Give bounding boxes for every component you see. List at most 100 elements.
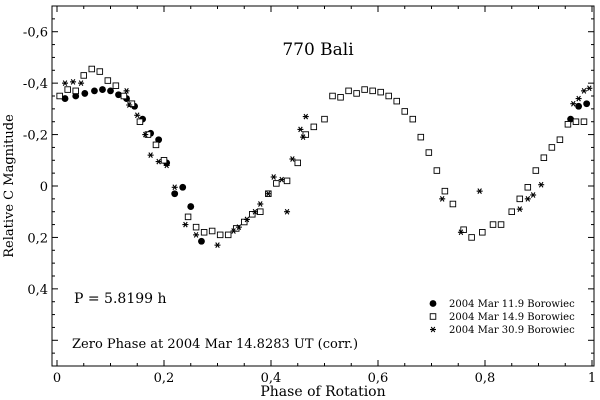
data-point — [297, 126, 304, 133]
data-point — [524, 184, 532, 191]
data-point — [580, 87, 587, 94]
legend: 2004 Mar 11.9 Borowiec 2004 Mar 14.9 Boro… — [429, 299, 575, 336]
data-point — [126, 102, 133, 108]
data-point — [200, 229, 208, 236]
data-point — [81, 90, 89, 97]
data-point — [128, 100, 136, 107]
data-point — [283, 177, 291, 185]
data-point — [270, 174, 277, 180]
data-point — [163, 162, 170, 169]
series-3 — [62, 78, 593, 249]
data-marks — [56, 65, 593, 249]
data-point — [439, 195, 446, 202]
data-point — [152, 141, 160, 149]
data-point — [457, 229, 464, 236]
data-point — [329, 92, 336, 100]
data-point — [80, 72, 87, 79]
data-point — [61, 95, 69, 102]
legend-marker — [430, 326, 436, 333]
axes: 0 0,2 0,4 0,6 0,8 1 -0,6 -0,4 -0,2 0 0,2 0,4 — [23, 5, 596, 386]
data-point — [179, 183, 187, 191]
data-point — [468, 234, 475, 241]
data-point — [345, 87, 352, 95]
data-point — [235, 224, 242, 231]
data-point — [56, 92, 63, 100]
data-point — [171, 184, 178, 191]
data-point — [136, 118, 144, 125]
data-point — [147, 152, 154, 159]
data-point — [187, 203, 195, 210]
data-point — [294, 159, 302, 167]
data-point — [564, 121, 572, 128]
data-point — [425, 149, 433, 156]
data-point — [575, 102, 583, 110]
data-point — [224, 231, 232, 239]
data-point — [524, 195, 531, 202]
legend-label: 2004 Mar 14.9 Borowiec — [449, 312, 575, 323]
data-point — [556, 136, 564, 143]
data-point — [385, 92, 392, 100]
data-point — [123, 87, 130, 94]
data-point — [337, 94, 344, 101]
data-point — [572, 118, 580, 125]
data-point — [62, 80, 69, 87]
data-point — [489, 221, 497, 228]
y-tick-label: 0,4 — [27, 283, 48, 298]
x-tick-label: 0 — [53, 371, 61, 386]
data-point — [377, 88, 384, 96]
data-point — [214, 242, 221, 249]
data-point — [516, 206, 523, 213]
y-tick-label: -0,4 — [23, 77, 48, 92]
x-tick-label: 0,4 — [261, 371, 282, 386]
data-point — [586, 85, 593, 92]
data-point — [112, 82, 120, 89]
data-point — [361, 86, 368, 93]
data-point — [72, 92, 80, 100]
data-point — [243, 216, 250, 223]
data-point — [548, 144, 556, 151]
data-point — [401, 108, 409, 115]
data-point — [257, 201, 264, 207]
data-point — [476, 188, 483, 195]
data-point — [257, 208, 264, 215]
data-point — [107, 87, 114, 95]
data-point — [479, 229, 486, 236]
data-point — [353, 90, 360, 97]
data-point — [198, 237, 205, 245]
data-point — [115, 91, 122, 99]
data-point — [193, 231, 200, 238]
legend-marker — [429, 300, 437, 307]
data-point — [78, 80, 85, 87]
series-1 — [61, 86, 591, 245]
legend-marker — [429, 313, 437, 320]
data-point — [182, 221, 189, 228]
data-point — [160, 157, 168, 164]
data-point — [104, 77, 112, 84]
y-tick-label: -0,6 — [23, 26, 48, 41]
y-tick-label: 0,2 — [27, 231, 48, 246]
y-tick-label: 0 — [40, 180, 48, 195]
data-point — [289, 156, 296, 162]
data-point — [278, 176, 285, 183]
data-point — [155, 158, 162, 165]
chart-title: 770 Bali — [282, 40, 354, 60]
data-point — [300, 134, 307, 141]
data-point — [570, 100, 577, 107]
data-point — [540, 154, 548, 161]
data-point — [409, 115, 417, 123]
data-point — [251, 208, 258, 215]
legend-label: 2004 Mar 30.9 Borowiec — [449, 325, 575, 336]
data-point — [538, 181, 545, 188]
data-point — [184, 213, 192, 221]
data-point — [302, 113, 309, 120]
data-point — [120, 92, 128, 100]
data-point — [310, 123, 318, 131]
data-point — [88, 65, 96, 73]
data-point — [208, 227, 216, 235]
data-point — [171, 190, 179, 198]
data-point — [417, 133, 425, 141]
y-axis-label: Relative C Magnitude — [2, 114, 17, 258]
period-annotation: P = 5.8199 h — [74, 291, 167, 307]
data-point — [508, 208, 516, 215]
